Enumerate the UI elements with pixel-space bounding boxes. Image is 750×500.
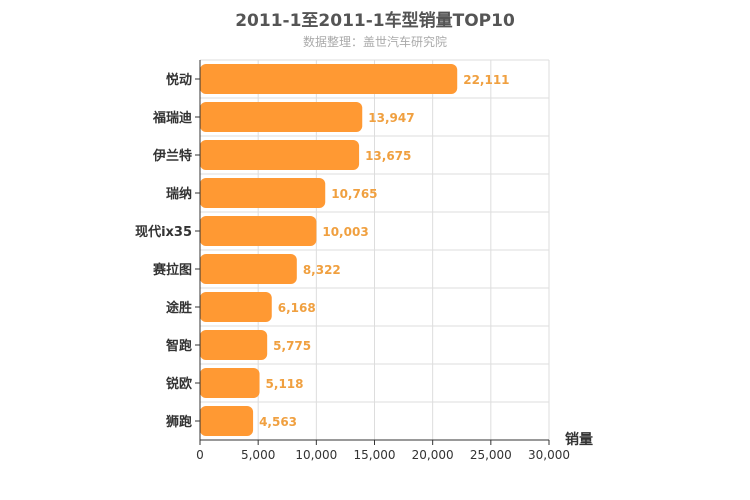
category-label: 赛拉图 (152, 262, 192, 278)
bar (200, 368, 260, 398)
bar (200, 254, 297, 284)
data-label: 6,168 (278, 301, 316, 315)
category-label: 锐欧 (166, 376, 192, 392)
bar (200, 330, 268, 360)
bar (200, 292, 272, 322)
bar (200, 216, 317, 246)
bar (200, 178, 326, 208)
category-label: 狮跑 (165, 414, 192, 430)
data-label: 13,675 (365, 149, 411, 163)
category-label: 伊兰特 (152, 148, 192, 164)
data-label: 5,775 (273, 339, 311, 353)
x-tick-label: 30,000 (528, 448, 570, 462)
x-tick-label: 10,000 (295, 448, 337, 462)
x-tick-label: 5,000 (241, 448, 275, 462)
x-tick-label: 25,000 (470, 448, 512, 462)
x-axis-title: 销量 (565, 431, 593, 448)
category-label: 途胜 (166, 300, 192, 316)
x-tick-label: 0 (196, 448, 204, 462)
x-tick-label: 20,000 (412, 448, 454, 462)
category-label: 智跑 (166, 338, 192, 354)
x-tick-label: 15,000 (354, 448, 396, 462)
bar (200, 64, 458, 94)
data-label: 10,003 (322, 225, 368, 239)
data-label: 5,118 (266, 377, 304, 391)
data-label: 10,765 (331, 187, 377, 201)
data-label: 13,947 (368, 111, 414, 125)
category-label: 福瑞迪 (152, 110, 192, 126)
chart-subtitle: 数据整理：盖世汽车研究院 (302, 35, 447, 49)
category-label: 现代ix35 (135, 224, 192, 240)
data-label: 22,111 (463, 73, 509, 87)
category-label: 瑞纳 (166, 186, 192, 202)
data-label: 8,322 (303, 263, 341, 277)
chart-title: 2011-1至2011-1车型销量TOP10 (235, 11, 515, 31)
data-label: 4,563 (259, 415, 297, 429)
bar (200, 102, 363, 132)
category-label: 悦动 (166, 72, 192, 88)
bar (200, 140, 360, 170)
bar (200, 406, 254, 436)
